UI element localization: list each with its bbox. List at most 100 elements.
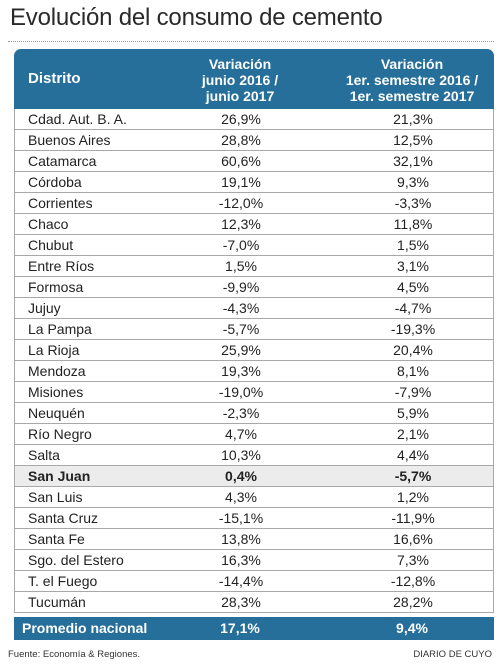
table-row: San Luis 4,3% 1,2% xyxy=(14,487,494,508)
row-junio-value: -7,0% xyxy=(222,237,260,253)
row-junio-value: -2,3% xyxy=(222,405,260,421)
table-body: Cdad. Aut. B. A. 26,9% 21,3% Buenos Aires 28… xyxy=(14,109,494,613)
header-col-semestre-line-2: 1er. semestre 2016 / xyxy=(345,72,479,88)
row-semestre-value: 9,3% xyxy=(397,174,429,190)
table-total-row: Promedio nacional 17,1% 9,4% xyxy=(14,617,494,640)
table-row: Mendoza 19,3% 8,1% xyxy=(14,361,494,382)
row-district: San Juan xyxy=(28,468,91,484)
row-district: Córdoba xyxy=(28,174,82,190)
total-label: Promedio nacional xyxy=(22,620,148,636)
row-district: Entre Ríos xyxy=(28,258,95,274)
row-junio-value: 19,3% xyxy=(221,363,261,379)
row-junio-value: 13,8% xyxy=(221,531,261,547)
table-header: Distrito Variación junio 2016 / junio 20… xyxy=(14,49,494,109)
row-district: Jujuy xyxy=(28,300,61,316)
row-semestre-value: 1,2% xyxy=(397,489,429,505)
header-col-junio-line-1: Variación xyxy=(208,56,272,72)
row-junio-value: 26,9% xyxy=(221,111,261,127)
page-title: Evolución del consumo de cemento xyxy=(10,4,383,31)
row-junio-value: -5,7% xyxy=(222,321,260,337)
row-junio-value: 60,6% xyxy=(221,153,261,169)
title-divider xyxy=(8,41,494,42)
table-row: Sgo. del Estero 16,3% 7,3% xyxy=(14,550,494,571)
row-district: Chaco xyxy=(28,216,69,232)
row-junio-value: 4,3% xyxy=(225,489,257,505)
row-semestre-value: 3,1% xyxy=(397,258,429,274)
table-row: La Pampa -5,7% -19,3% xyxy=(14,319,494,340)
row-semestre-value: 7,3% xyxy=(397,552,429,568)
row-semestre-value: 11,8% xyxy=(393,216,433,232)
row-semestre-value: 5,9% xyxy=(397,405,429,421)
data-table: Distrito Variación junio 2016 / junio 20… xyxy=(14,49,494,640)
header-col-junio-line-2: junio 2016 / xyxy=(201,72,279,88)
row-district: Santa Fe xyxy=(28,531,85,547)
row-junio-value: 28,3% xyxy=(221,594,261,610)
row-junio-value: 12,3% xyxy=(221,216,261,232)
table-row: Santa Fe 13,8% 16,6% xyxy=(14,529,494,550)
table-row: Chaco 12,3% 11,8% xyxy=(14,214,494,235)
table-row: Tucumán 28,3% 28,2% xyxy=(14,592,494,613)
row-semestre-value: 8,1% xyxy=(397,363,429,379)
table-row: Catamarca 60,6% 32,1% xyxy=(14,151,494,172)
table-row: Entre Ríos 1,5% 3,1% xyxy=(14,256,494,277)
row-junio-value: 4,7% xyxy=(225,426,257,442)
row-district: Salta xyxy=(28,447,60,463)
row-district: Neuquén xyxy=(28,405,85,421)
table-row: Córdoba 19,1% 9,3% xyxy=(14,172,494,193)
row-district: La Rioja xyxy=(28,342,80,358)
row-district: Buenos Aires xyxy=(28,132,111,148)
row-semestre-value: 1,5% xyxy=(397,237,429,253)
row-semestre-value: -7,9% xyxy=(394,384,432,400)
row-semestre-value: 2,1% xyxy=(397,426,429,442)
row-semestre-value: -11,9% xyxy=(391,510,435,526)
table-row: Formosa -9,9% 4,5% xyxy=(14,277,494,298)
row-district: Río Negro xyxy=(28,426,92,442)
row-junio-value: 28,8% xyxy=(221,132,261,148)
row-semestre-value: -5,7% xyxy=(394,468,432,484)
row-district: La Pampa xyxy=(28,321,92,337)
row-junio-value: 25,9% xyxy=(221,342,261,358)
row-semestre-value: 16,6% xyxy=(393,531,433,547)
table-row: Chubut -7,0% 1,5% xyxy=(14,235,494,256)
row-district: Corrientes xyxy=(28,195,93,211)
row-junio-value: 10,3% xyxy=(221,447,261,463)
table-row: San Juan 0,4% -5,7% xyxy=(14,466,494,487)
row-junio-value: 1,5% xyxy=(225,258,257,274)
header-col-junio: Variación junio 2016 / junio 2017 xyxy=(180,56,300,104)
header-col-junio-line-3: junio 2017 xyxy=(205,88,275,104)
table-row: La Rioja 25,9% 20,4% xyxy=(14,340,494,361)
row-junio-value: -12,0% xyxy=(218,195,264,211)
table-row: Buenos Aires 28,8% 12,5% xyxy=(14,130,494,151)
row-district: Catamarca xyxy=(28,153,97,169)
row-junio-value: 16,3% xyxy=(221,552,261,568)
row-semestre-value: -19,3% xyxy=(390,321,436,337)
row-junio-value: -4,3% xyxy=(222,300,260,316)
table-row: Río Negro 4,7% 2,1% xyxy=(14,424,494,445)
row-semestre-value: 20,4% xyxy=(393,342,433,358)
table-row: Cdad. Aut. B. A. 26,9% 21,3% xyxy=(14,109,494,130)
row-district: Chubut xyxy=(28,237,74,253)
row-junio-value: -14,4% xyxy=(218,573,264,589)
row-semestre-value: 21,3% xyxy=(393,111,433,127)
row-semestre-value: 32,1% xyxy=(393,153,433,169)
table-row: Jujuy -4,3% -4,7% xyxy=(14,298,494,319)
table-row: Misiones -19,0% -7,9% xyxy=(14,382,494,403)
row-junio-value: -9,9% xyxy=(222,279,260,295)
header-col-semestre-line-3: 1er. semestre 2017 xyxy=(349,88,475,104)
row-district: T. el Fuego xyxy=(28,573,98,589)
row-junio-value: 19,1% xyxy=(221,174,261,190)
table-row: Santa Cruz -15,1% -11,9% xyxy=(14,508,494,529)
row-junio-value: -19,0% xyxy=(218,384,264,400)
row-semestre-value: -3,3% xyxy=(394,195,432,211)
header-col-semestre-line-1: Variación xyxy=(380,56,444,72)
row-semestre-value: 12,5% xyxy=(393,132,433,148)
row-district: Cdad. Aut. B. A. xyxy=(28,111,127,127)
table-row: Salta 10,3% 4,4% xyxy=(14,445,494,466)
row-district: San Luis xyxy=(28,489,83,505)
row-junio-value: -15,1% xyxy=(218,510,264,526)
row-semestre-value: 28,2% xyxy=(393,594,433,610)
table-row: Corrientes -12,0% -3,3% xyxy=(14,193,494,214)
total-junio: 17,1% xyxy=(220,620,260,636)
table-row: T. el Fuego -14,4% -12,8% xyxy=(14,571,494,592)
row-semestre-value: -12,8% xyxy=(390,573,436,589)
